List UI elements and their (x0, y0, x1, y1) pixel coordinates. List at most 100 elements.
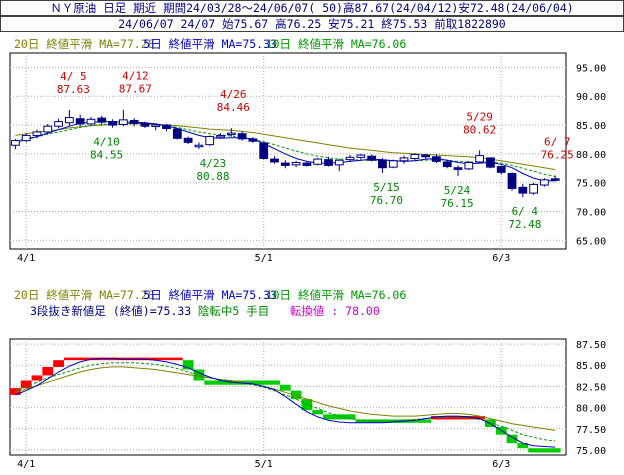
candle-up (313, 158, 323, 165)
chart-canvas: 95.00 90.00 85.00 80.00 75.00 70.00 65.00 4/1 5/… (9, 37, 606, 470)
brick-down (517, 443, 529, 449)
candle-down (280, 162, 290, 166)
brick-down (506, 434, 518, 444)
candle-up (205, 136, 215, 146)
candle-down (75, 118, 85, 125)
candle-down (162, 124, 171, 130)
candle-up (54, 121, 63, 127)
ma10-line (15, 122, 556, 178)
legend-entry: 5日 終値平滑 MA=75.33 (143, 288, 277, 302)
candle-up (529, 183, 538, 194)
candle-down (140, 122, 150, 127)
candle-down (172, 128, 182, 139)
candle-up (345, 156, 355, 161)
candle-down (270, 158, 279, 163)
chart-header: ＮＹ原油 日足 期近 期間24/03/28〜24/06/07( 50)高87.6… (0, 0, 624, 33)
breakout-status-segment: 転換値 : 78.00 (290, 304, 380, 318)
peak-date-label: 4/23 (200, 157, 227, 170)
peak-value-label: 80.62 (463, 123, 496, 136)
peak-value-label: 87.63 (57, 83, 90, 96)
legend-entry: 5日 終値平滑 MA=75.33 (143, 37, 277, 51)
candle-up (388, 160, 398, 168)
y-tick-label: 77.50 (576, 425, 606, 436)
candle-up (11, 140, 20, 146)
peak-date-label: 6/ 7 (544, 136, 571, 149)
y-tick-label: 65.00 (576, 236, 606, 247)
x-tick-label: 5/1 (255, 459, 273, 470)
candle-down (496, 166, 506, 173)
legend-entry: 20日 終値平滑 MA=77.28 (14, 288, 155, 302)
y-tick-label: 85.00 (576, 361, 606, 372)
candle-up (410, 153, 420, 159)
y-tick-label: 75.00 (576, 446, 606, 457)
brick-up (42, 366, 54, 376)
candle-down (367, 155, 377, 161)
candle-up (43, 125, 53, 133)
x-tick-label: 4/1 (17, 459, 35, 470)
candle-down (324, 159, 333, 166)
candle-up (151, 124, 161, 128)
candle-down (453, 167, 463, 170)
y-tick-label: 87.50 (576, 340, 606, 351)
ma10-line (15, 362, 556, 442)
candle-down (237, 133, 247, 140)
candle-up (64, 117, 74, 124)
candle-down (302, 162, 312, 166)
brick-up (31, 375, 43, 381)
brick-down (182, 360, 194, 370)
breakout-panel: 87.50 85.00 82.50 80.00 77.50 75.00 4/1 5/1 6/3 2… (9, 288, 606, 470)
instrument-summary: ＮＹ原油 日足 期近 期間24/03/28〜24/06/07( 50)高87.6… (0, 0, 624, 16)
peak-value-label: 76.15 (440, 197, 473, 210)
price-panel: 95.00 90.00 85.00 80.00 75.00 70.00 65.00 4/1 5/… (9, 37, 606, 264)
candle-down (432, 156, 441, 162)
ma20-line (15, 366, 556, 431)
y-tick-label: 95.00 (576, 63, 606, 74)
y-tick-label: 70.00 (576, 208, 606, 219)
y-tick-label: 82.50 (576, 382, 606, 393)
peak-value-label: 80.88 (196, 170, 229, 183)
candle-down (378, 159, 387, 169)
candle-up (291, 162, 301, 166)
y-tick-label: 75.00 (576, 179, 606, 190)
y-tick-label: 80.00 (576, 404, 606, 415)
peak-value-label: 76.70 (370, 194, 403, 207)
candle-down (421, 154, 431, 158)
plot-frame (9, 52, 567, 250)
candle-down (259, 142, 269, 159)
candle-up (399, 157, 409, 162)
brick-down (323, 414, 356, 420)
candle-up (86, 118, 96, 125)
x-tick-label: 6/3 (492, 253, 510, 264)
brick-up (10, 388, 21, 395)
brick-down (290, 390, 302, 400)
brick-up (53, 360, 64, 367)
candle-up (216, 134, 225, 138)
peak-date-label: 5/24 (444, 184, 471, 197)
candle-down (507, 172, 517, 189)
peak-date-label: 5/15 (373, 181, 400, 194)
candle-up (194, 144, 204, 148)
x-tick-label: 6/3 (492, 459, 510, 470)
candle-up (334, 159, 344, 166)
brick-down (528, 448, 561, 453)
peak-value-label: 76.25 (541, 149, 574, 162)
candle-down (108, 121, 117, 126)
y-tick-label: 85.00 (576, 121, 606, 132)
peak-value-label: 87.67 (119, 83, 152, 96)
peak-date-label: 5/29 (466, 110, 493, 123)
brick-up (431, 416, 486, 420)
breakout-status-segment: 陰転中 (198, 304, 233, 318)
brick-up (20, 380, 32, 389)
candle-up (356, 154, 366, 158)
candle-down (97, 117, 107, 123)
peak-date-label: 4/10 (93, 136, 120, 149)
legend-entry: 10日 終値平滑 MA=76.06 (266, 37, 407, 51)
candle-down (129, 119, 139, 124)
x-tick-label: 5/1 (255, 253, 273, 264)
candle-down (248, 138, 258, 142)
candle-up (540, 179, 549, 186)
candle-down (518, 186, 528, 194)
peak-date-label: 4/12 (122, 70, 149, 83)
peak-date-label: 4/26 (220, 88, 247, 101)
brick-down (312, 410, 324, 415)
